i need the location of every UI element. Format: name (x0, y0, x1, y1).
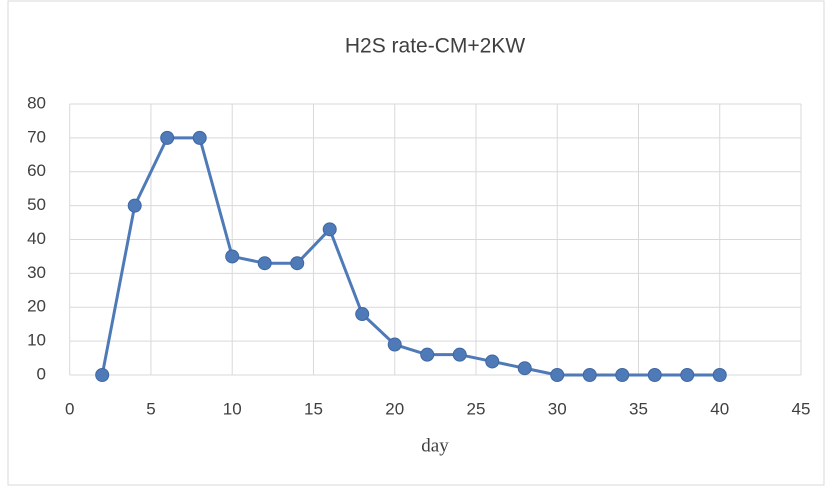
data-point (356, 308, 369, 321)
data-point (681, 369, 694, 382)
x-tick-label: 45 (792, 399, 811, 418)
x-tick-label: 0 (65, 399, 74, 418)
data-point (583, 369, 596, 382)
data-point (421, 348, 434, 361)
data-point (161, 131, 174, 144)
data-point (128, 199, 141, 212)
data-point (551, 369, 564, 382)
x-tick-label: 5 (146, 399, 155, 418)
chart-border (8, 1, 824, 485)
x-tick-label: 25 (467, 399, 486, 418)
y-tick-label: 10 (27, 331, 46, 350)
y-tick-label: 50 (27, 195, 46, 214)
x-tick-label: 15 (304, 399, 323, 418)
data-point (226, 250, 239, 263)
data-point (616, 369, 629, 382)
chart-title: H2S rate-CM+2KW (345, 35, 525, 58)
y-tick-label: 40 (27, 229, 46, 248)
x-tick-label: 40 (710, 399, 729, 418)
y-tick-label: 70 (27, 127, 46, 146)
data-point (193, 131, 206, 144)
data-point (713, 369, 726, 382)
data-point (291, 257, 304, 270)
data-point (518, 362, 531, 375)
x-axis-label: day (421, 435, 449, 456)
chart: H2S rate-CM+2KW day 0 10 20 30 40 50 60 70 80 0 5 1… (0, 0, 832, 486)
data-point (258, 257, 271, 270)
data-point (486, 355, 499, 368)
y-tick-label: 60 (27, 161, 46, 180)
x-tick-label: 35 (629, 399, 648, 418)
y-tick-label: 20 (27, 297, 46, 316)
data-point (96, 369, 109, 382)
x-tick-label: 20 (385, 399, 404, 418)
y-tick-label: 0 (37, 364, 46, 383)
data-point (648, 369, 661, 382)
x-tick-label: 10 (223, 399, 242, 418)
y-tick-label: 80 (27, 93, 46, 112)
data-point (323, 223, 336, 236)
data-point (388, 338, 401, 351)
x-tick-label: 30 (548, 399, 567, 418)
data-point (453, 348, 466, 361)
y-tick-label: 30 (27, 263, 46, 282)
